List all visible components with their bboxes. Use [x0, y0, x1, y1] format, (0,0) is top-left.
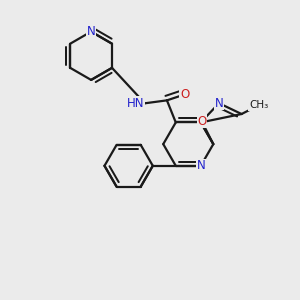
Text: N: N: [214, 97, 224, 110]
Text: N: N: [196, 159, 205, 172]
Text: CH₃: CH₃: [249, 100, 268, 110]
Text: O: O: [197, 115, 206, 128]
Text: O: O: [180, 88, 189, 101]
Text: HN: HN: [127, 97, 145, 110]
Text: N: N: [87, 25, 95, 38]
